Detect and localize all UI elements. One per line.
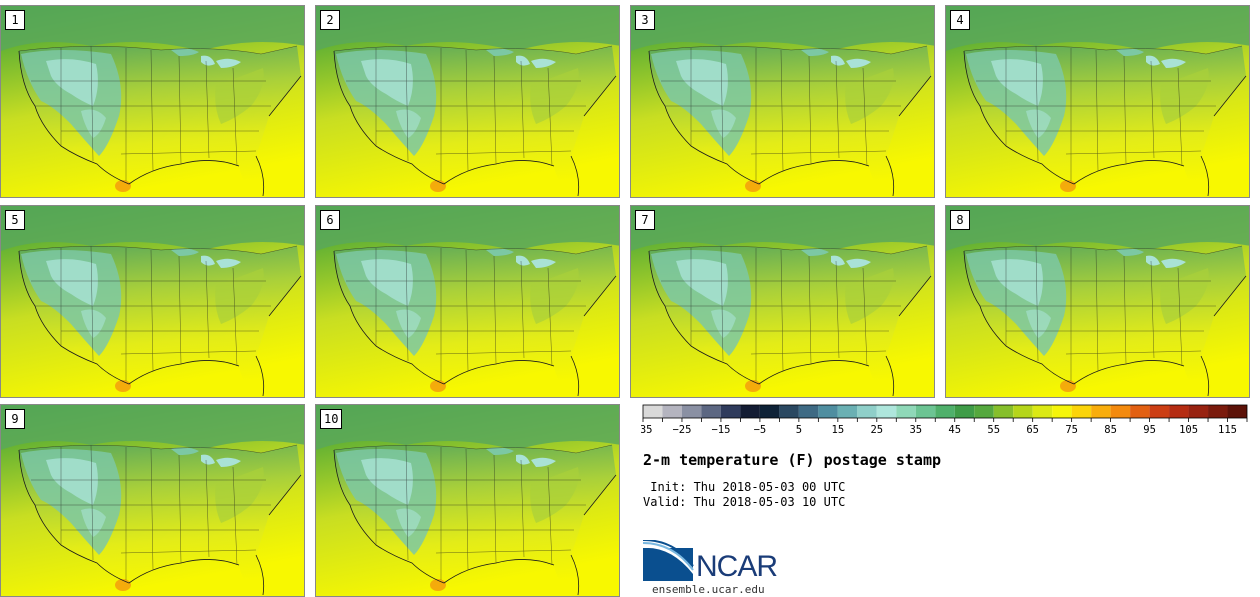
colorbar-swatch [1149, 405, 1170, 418]
colorbar-tick-label: 45 [948, 424, 961, 436]
colorbar-tick-label: 95 [1143, 424, 1156, 436]
colorbar-swatch [915, 405, 936, 418]
colorbar-tick-label: 35 [909, 424, 922, 436]
colorbar-tick-label: −35 [641, 424, 652, 436]
colorbar-tick-label: 55 [987, 424, 1000, 436]
colorbar-swatch [818, 405, 838, 418]
member-number-label: 10 [320, 409, 343, 429]
member-map-5: 5 [0, 205, 305, 398]
member-number-label: 3 [635, 10, 655, 30]
temperature-colorbar: −35 −25 −15 −5 5 15 25 35 45 55 65 75 85 95 105 115 [641, 404, 1248, 436]
temperature-map [1, 206, 304, 397]
init-time: Init: Thu 2018-05-03 00 UTC [643, 480, 846, 494]
temperature-map [1, 6, 304, 197]
member-number-label: 6 [320, 210, 340, 230]
colorbar-tick-label: −15 [711, 424, 730, 436]
colorbar-swatch [876, 405, 897, 418]
colorbar-tick-label: 5 [796, 424, 802, 436]
colorbar-frame [642, 404, 1248, 419]
colorbar-swatch [993, 405, 1014, 418]
member-number-label: 7 [635, 210, 655, 230]
colorbar-swatch [1227, 405, 1247, 418]
colorbar-swatch [798, 405, 819, 418]
logo-wordmark: NCAR [696, 550, 778, 583]
colorbar-tick-label: −5 [754, 424, 767, 436]
colorbar-swatch [740, 405, 760, 418]
colorbar-swatch [1110, 405, 1131, 418]
valid-time: Valid: Thu 2018-05-03 10 UTC [643, 495, 846, 509]
temperature-map [631, 206, 934, 397]
colorbar-swatch [857, 405, 877, 418]
temperature-map [946, 206, 1249, 397]
member-number-label: 9 [5, 409, 25, 429]
colorbar-swatch [1032, 405, 1053, 418]
colorbar-swatch [759, 405, 780, 418]
colorbar-swatch [643, 405, 663, 418]
colorbar-swatch [954, 405, 975, 418]
colorbar-swatch [1208, 405, 1228, 418]
member-map-9: 9 [0, 404, 305, 597]
colorbar-swatch [662, 405, 682, 418]
colorbar-swatch [1130, 405, 1150, 418]
member-map-3: 3 [630, 5, 935, 198]
colorbar-swatch [681, 405, 702, 418]
colorbar-swatch [779, 405, 799, 418]
colorbar-tick-label: 25 [870, 424, 883, 436]
member-number-label: 1 [5, 10, 25, 30]
member-map-4: 4 [945, 5, 1250, 198]
member-map-2: 2 [315, 5, 620, 198]
colorbar-swatch [1091, 405, 1111, 418]
member-map-10: 10 [315, 404, 620, 597]
logo-url: ensemble.ucar.edu [652, 583, 765, 596]
colorbar-tick-label: 65 [1026, 424, 1039, 436]
colorbar-swatch [1052, 405, 1072, 418]
colorbar-swatch [935, 405, 955, 418]
member-number-label: 5 [5, 210, 25, 230]
chart-title: 2-m temperature (F) postage stamp [643, 451, 942, 469]
colorbar-tick-label: 15 [832, 424, 845, 436]
colorbar-swatch [720, 405, 741, 418]
colorbar-swatch [701, 405, 721, 418]
member-map-6: 6 [315, 205, 620, 398]
temperature-map [1, 405, 304, 596]
colorbar-swatch [1013, 405, 1033, 418]
colorbar-swatch [1071, 405, 1092, 418]
colorbar-tick-label: 85 [1104, 424, 1117, 436]
colorbar-tick-label: −25 [672, 424, 691, 436]
member-number-label: 4 [950, 10, 970, 30]
member-map-7: 7 [630, 205, 935, 398]
temperature-map [631, 6, 934, 197]
member-number-label: 2 [320, 10, 340, 30]
colorbar-swatch [896, 405, 916, 418]
colorbar-swatch [1188, 405, 1209, 418]
colorbar-swatch [837, 405, 858, 418]
member-map-1: 1 [0, 5, 305, 198]
member-map-8: 8 [945, 205, 1250, 398]
colorbar-tick-label: 75 [1065, 424, 1078, 436]
temperature-map [316, 206, 619, 397]
member-number-label: 8 [950, 210, 970, 230]
temperature-map [316, 405, 619, 596]
colorbar-tick-label: 115 [1218, 424, 1237, 436]
temperature-map [946, 6, 1249, 197]
colorbar-tick-label: 105 [1179, 424, 1198, 436]
temperature-map [316, 6, 619, 197]
colorbar-swatch [974, 405, 994, 418]
ncar-logo-icon [643, 540, 694, 581]
colorbar-swatch [1169, 405, 1189, 418]
